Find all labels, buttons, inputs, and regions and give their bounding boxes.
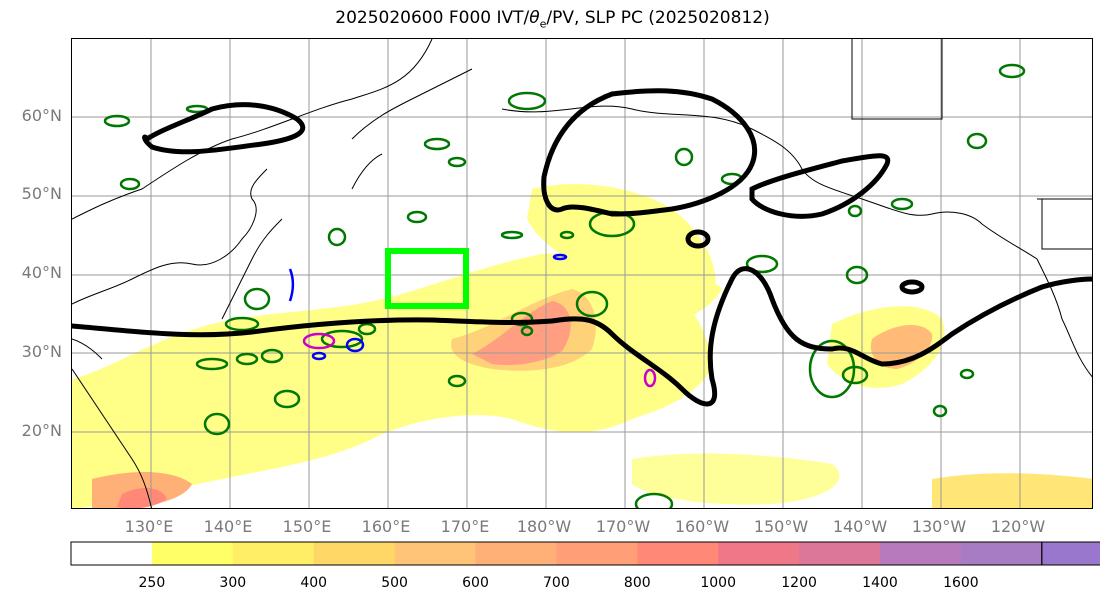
lon-label-150e: 150°E <box>282 517 332 536</box>
colorbar-cell <box>475 542 557 565</box>
colorbar <box>70 541 1105 571</box>
colorbar-tick-label: 1200 <box>781 575 817 591</box>
slp-contours <box>72 88 1092 407</box>
lon-label-170e: 170°E <box>440 517 490 536</box>
lat-label-60n: 60°N <box>21 106 62 125</box>
colorbar-cell <box>880 542 962 565</box>
colorbar-cell <box>394 542 476 565</box>
graticule <box>72 39 1092 508</box>
colorbar-tick-label: 250 <box>138 575 166 591</box>
colorbar-svg <box>70 541 1105 566</box>
lon-label-130w: 130°W <box>911 517 967 536</box>
colorbar-tick-label: 300 <box>219 575 247 591</box>
colorbar-tick-label: 1600 <box>943 575 979 591</box>
colorbar-tick-label: 700 <box>543 575 570 591</box>
colorbar-extend-arrow <box>1041 541 1105 566</box>
colorbar-cell <box>718 542 800 565</box>
coastlines <box>72 39 1092 508</box>
colorbar-cell <box>313 542 396 565</box>
map-panel <box>71 38 1093 509</box>
colorbar-tick-label: 400 <box>300 575 328 591</box>
colorbar-tick-label: 500 <box>381 575 408 591</box>
colorbar-cell <box>960 542 1043 565</box>
colorbar-cell <box>151 542 234 565</box>
lon-label-160e: 160°E <box>361 517 411 536</box>
pv-contours <box>103 63 1026 508</box>
lon-label-170w: 170°W <box>595 517 651 536</box>
lat-label-50n: 50°N <box>21 184 62 203</box>
colorbar-tick-label: 1400 <box>862 575 898 591</box>
colorbar-cell <box>799 542 881 565</box>
lon-label-130e: 130°E <box>124 517 174 536</box>
colorbar-tick-label: 800 <box>623 575 651 591</box>
lon-label-180w: 180°W <box>516 517 572 536</box>
colorbar-tick-label: 600 <box>462 575 489 591</box>
colorbar-cell <box>556 542 638 565</box>
lat-label-40n: 40°N <box>21 263 62 282</box>
colorbar-cell <box>637 542 719 565</box>
colorbar-border <box>70 541 1043 566</box>
lon-label-150w: 150°W <box>753 517 809 536</box>
map-title: 2025020600 F000 IVT/θe/PV, SLP PC (20250… <box>335 8 770 31</box>
map-canvas <box>72 39 1092 508</box>
lon-label-120w: 120°W <box>990 517 1046 536</box>
colorbar-cell <box>232 542 315 565</box>
colorbar-tick-label: 1000 <box>700 575 736 591</box>
target-region-box <box>385 248 469 309</box>
lat-label-20n: 20°N <box>21 421 62 440</box>
lat-label-30n: 30°N <box>21 342 62 361</box>
ivt-shading <box>72 184 1092 508</box>
lon-label-160w: 160°W <box>674 517 730 536</box>
lon-label-140e: 140°E <box>203 517 253 536</box>
negative-contours <box>288 253 568 361</box>
lon-label-140w: 140°W <box>832 517 888 536</box>
magenta-contours <box>302 332 657 388</box>
colorbar-cell <box>71 542 153 565</box>
